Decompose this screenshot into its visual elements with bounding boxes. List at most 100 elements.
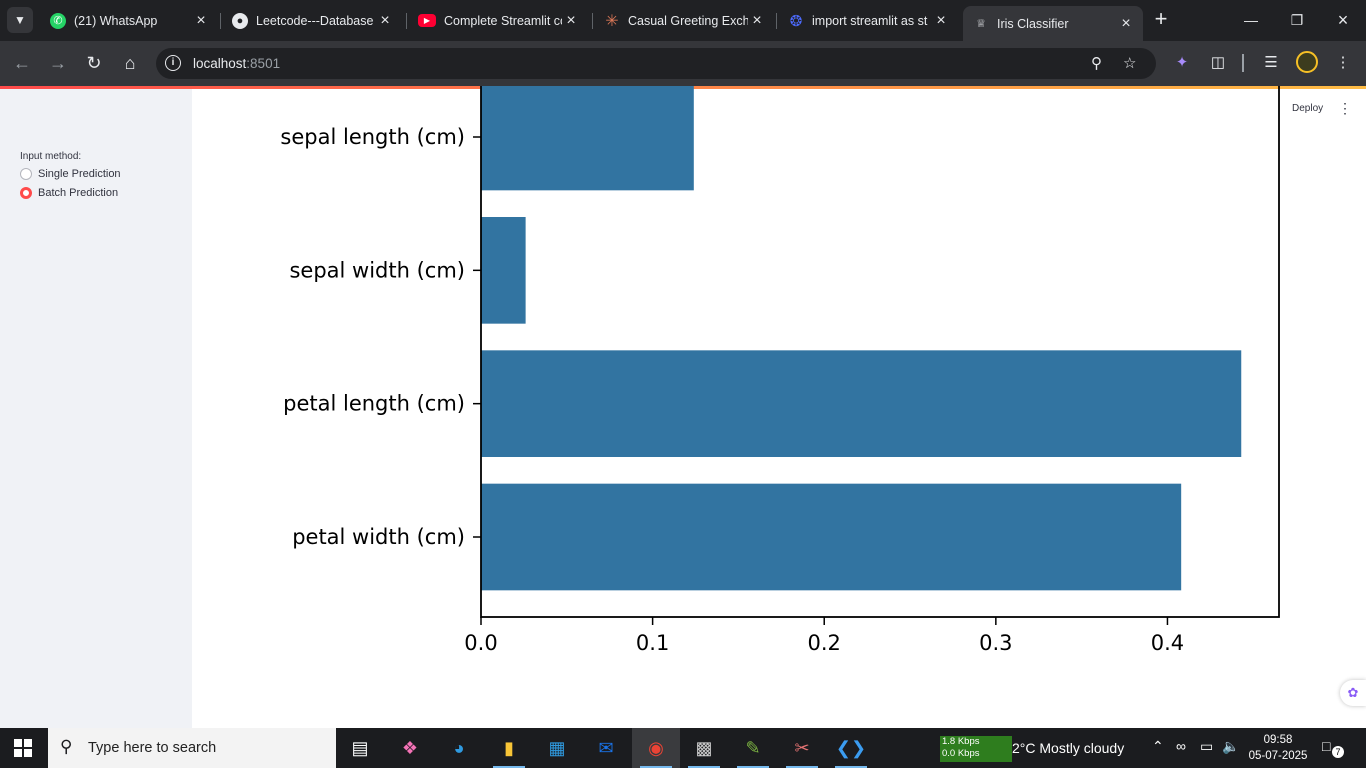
youtube-icon: ▶ bbox=[418, 14, 436, 27]
microsoft-store-icon[interactable]: ▦ bbox=[548, 738, 566, 758]
reload-icon[interactable]: ↻ bbox=[86, 53, 102, 73]
input-method-label: Input method: bbox=[20, 151, 82, 162]
close-window-icon[interactable]: × bbox=[1337, 10, 1349, 30]
deepseek-icon: ❂ bbox=[789, 12, 803, 30]
minimize-icon[interactable]: — bbox=[1244, 12, 1258, 28]
forward-arrow-icon[interactable]: → bbox=[49, 53, 67, 73]
radio-label: Single Prediction bbox=[38, 168, 121, 180]
x-tick-label: 0.1 bbox=[636, 631, 669, 655]
edge-icon[interactable]: ◕ bbox=[453, 738, 465, 758]
tab-title: import streamlit as st bbox=[812, 13, 928, 28]
download-speed: 0.0 Kbps bbox=[942, 748, 980, 759]
url-port: :8501 bbox=[246, 56, 281, 71]
github-icon: ● bbox=[232, 12, 248, 29]
y-tick-label: petal length (cm) bbox=[283, 392, 465, 416]
feature-importance-chart: sepal length (cm) sepal width (cm) petal l… bbox=[280, 86, 1280, 655]
network-speed-widget: 1.8 Kbps 0.0 Kbps bbox=[940, 736, 1012, 762]
tab-divider bbox=[776, 13, 777, 29]
media-controls-icon[interactable]: ☰ bbox=[1264, 54, 1278, 71]
x-tick-label: 0.0 bbox=[464, 631, 497, 655]
url-text: localhost:8501 bbox=[193, 56, 280, 71]
tab-title: Complete Streamlit co bbox=[444, 13, 562, 28]
clock-time: 09:58 bbox=[1263, 734, 1293, 746]
tab-deepseek[interactable]: ❂ import streamlit as st × bbox=[778, 6, 958, 35]
sidebar: Input method: Single Prediction Batch Pr… bbox=[0, 89, 192, 728]
bar bbox=[481, 350, 1242, 457]
clock-date: 05-07-2025 bbox=[1248, 750, 1308, 762]
radio-single-prediction[interactable]: Single Prediction bbox=[20, 168, 121, 180]
close-tab-icon[interactable]: × bbox=[936, 11, 946, 29]
profile-avatar[interactable] bbox=[1296, 51, 1318, 73]
zoom-icon[interactable]: ⚲ bbox=[1091, 55, 1102, 72]
notifications-icon[interactable]: □ 7 bbox=[1322, 738, 1344, 758]
upload-speed: 1.8 Kbps bbox=[942, 736, 980, 747]
search-placeholder: Type here to search bbox=[88, 740, 217, 756]
site-info-icon[interactable]: i bbox=[165, 55, 181, 71]
bar bbox=[481, 483, 1182, 591]
tab-whatsapp[interactable]: ✆ (21) WhatsApp × bbox=[40, 6, 218, 35]
tab-claude[interactable]: ✳ Casual Greeting Exch × bbox=[594, 6, 774, 35]
vscode-icon[interactable]: ❮❯ bbox=[827, 728, 875, 768]
bookmark-star-icon[interactable]: ☆ bbox=[1123, 55, 1137, 72]
radio-batch-prediction[interactable]: Batch Prediction bbox=[20, 187, 118, 199]
tab-leetcode[interactable]: ● Leetcode---Database × bbox=[222, 6, 402, 35]
chrome-icon[interactable]: ◉ bbox=[632, 728, 680, 768]
close-tab-icon[interactable]: × bbox=[1121, 14, 1131, 32]
tab-iris-classifier[interactable]: ♕ Iris Classifier × bbox=[963, 6, 1143, 41]
restore-icon[interactable]: ❐ bbox=[1290, 12, 1304, 28]
deploy-button[interactable]: Deploy bbox=[1292, 103, 1324, 114]
snipping-tool-icon[interactable]: ✂ bbox=[778, 728, 826, 768]
plot-frame bbox=[480, 86, 1280, 618]
toolbar-divider bbox=[1242, 54, 1244, 72]
outlook-icon[interactable]: ✉ bbox=[598, 738, 614, 758]
windows-start-icon[interactable] bbox=[14, 739, 32, 757]
task-view-icon[interactable]: ▤ bbox=[351, 738, 369, 758]
radio-label: Batch Prediction bbox=[38, 187, 119, 199]
tab-title: Iris Classifier bbox=[997, 16, 1069, 31]
x-tick-label: 0.3 bbox=[979, 631, 1012, 655]
close-tab-icon[interactable]: × bbox=[380, 11, 390, 29]
volume-icon[interactable]: 🔈 bbox=[1222, 738, 1240, 754]
tab-streamlit-video[interactable]: ▶ Complete Streamlit co × bbox=[408, 6, 588, 35]
address-bar[interactable]: i localhost:8501 ⚲ ☆ bbox=[156, 48, 1156, 79]
y-tick-label: sepal length (cm) bbox=[280, 125, 465, 149]
new-tab-button[interactable]: + bbox=[1154, 6, 1168, 31]
weather-widget[interactable]: 2°C Mostly cloudy bbox=[1012, 740, 1125, 756]
tab-search-button[interactable]: ▼ bbox=[7, 7, 33, 33]
windows-taskbar: ⚲ Type here to search ▤ ❖ ◕ ▮ ▦ ✉ ◉ ▩ ✎ … bbox=[0, 728, 1366, 768]
chrome-menu-icon[interactable]: ⋮ bbox=[1335, 54, 1351, 71]
streamlit-icon: ♕ bbox=[976, 18, 986, 30]
app-menu-icon[interactable]: ⋮ bbox=[1338, 100, 1352, 116]
copilot-icon[interactable]: ❖ bbox=[401, 738, 419, 758]
terminal-icon[interactable]: ▩ bbox=[680, 728, 728, 768]
close-tab-icon[interactable]: × bbox=[566, 11, 576, 29]
system-clock[interactable]: 09:58 05-07-2025 bbox=[1246, 732, 1310, 764]
tab-divider bbox=[406, 13, 407, 29]
extension-app-icon[interactable]: ✦ bbox=[1175, 54, 1189, 71]
close-tab-icon[interactable]: × bbox=[196, 11, 206, 29]
taskbar-search-input[interactable]: ⚲ Type here to search bbox=[48, 728, 336, 768]
battery-icon[interactable]: ▭ bbox=[1200, 738, 1214, 754]
file-explorer-icon[interactable]: ▮ bbox=[485, 728, 533, 768]
home-icon[interactable]: ⌂ bbox=[124, 53, 136, 73]
chevron-up-icon[interactable]: ⌃ bbox=[1152, 738, 1164, 754]
whatsapp-icon: ✆ bbox=[50, 12, 66, 29]
bar bbox=[481, 217, 526, 324]
y-tick-label: petal width (cm) bbox=[292, 525, 465, 549]
x-tick-label: 0.2 bbox=[808, 631, 841, 655]
assistant-widget-icon[interactable]: ✿ bbox=[1340, 680, 1366, 706]
search-icon: ⚲ bbox=[60, 737, 73, 756]
bar bbox=[481, 86, 694, 191]
radio-circle[interactable] bbox=[20, 168, 32, 180]
url-host: localhost bbox=[193, 56, 247, 71]
radio-circle-selected[interactable] bbox=[20, 187, 32, 199]
tab-title: Casual Greeting Exch bbox=[628, 13, 748, 28]
tab-title: (21) WhatsApp bbox=[74, 13, 158, 28]
wifi-icon[interactable]: ∞ bbox=[1176, 738, 1186, 754]
close-tab-icon[interactable]: × bbox=[752, 11, 762, 29]
extensions-puzzle-icon[interactable]: ◫ bbox=[1210, 54, 1226, 71]
back-arrow-icon[interactable]: ← bbox=[13, 53, 31, 73]
tab-title: Leetcode---Database bbox=[256, 13, 374, 28]
streamlit-app: Input method: Single Prediction Batch Pr… bbox=[0, 86, 1366, 728]
notes-app-icon[interactable]: ✎ bbox=[729, 728, 777, 768]
